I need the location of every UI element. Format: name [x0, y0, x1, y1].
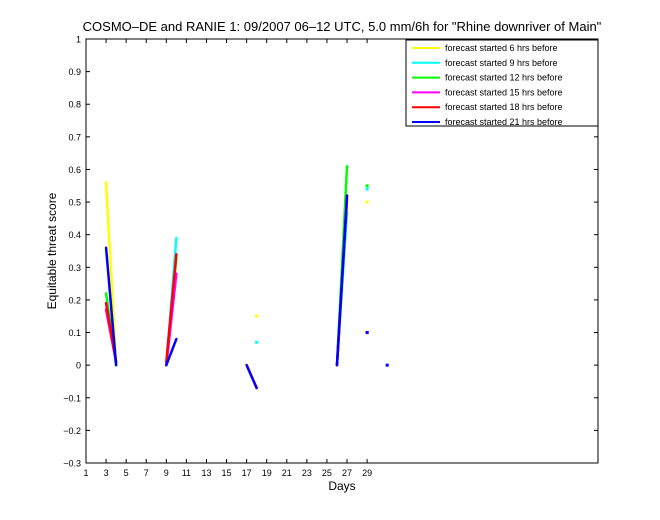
x-tick-label: 13 [201, 468, 211, 478]
y-tick-label: 0 [76, 361, 81, 371]
series-point [365, 184, 369, 188]
x-tick-label: 15 [222, 468, 232, 478]
series-point [255, 340, 259, 344]
series-point [365, 187, 369, 191]
y-tick-label: 0.3 [68, 263, 81, 273]
x-tick-label: 1 [83, 468, 88, 478]
x-axis-label: Days [328, 479, 355, 493]
plot-data [104, 164, 389, 390]
y-tick-label: −0.1 [63, 393, 81, 403]
legend-box [405, 39, 599, 127]
legend-item: forecast started 18 hrs before [412, 102, 563, 112]
legend-label: forecast started 15 hrs before [445, 87, 563, 97]
series-point [365, 200, 369, 204]
x-tick-label: 27 [342, 468, 352, 478]
series-segment [245, 363, 258, 390]
y-axis: −0.3 −0.2 −0.1 0 0.1 0.2 0.3 0.4 0.5 0.6 0.7 0.8 0.9… [63, 35, 598, 469]
y-axis-label: Equitable threat score [45, 192, 59, 309]
x-tick-label: 3 [104, 468, 109, 478]
y-tick-label: 0.4 [68, 230, 81, 240]
y-tick-label: 0.1 [68, 328, 81, 338]
chart-title: COSMO–DE and RANIE 1: 09/2007 06–12 UTC,… [83, 19, 602, 34]
y-tick-label: −0.3 [63, 459, 81, 469]
y-tick-label: 0.8 [68, 100, 81, 110]
legend-label: forecast started 18 hrs before [445, 102, 563, 112]
series-segment [165, 253, 178, 364]
y-tick-label: 0.9 [68, 67, 81, 77]
x-tick-label: 11 [182, 468, 191, 478]
x-axis: 1 3 5 7 9 11 13 15 17 19 21 23 25 27 29 [83, 39, 372, 478]
legend-item: forecast started 9 hrs before [412, 58, 558, 68]
legend-item: forecast started 12 hrs before [412, 73, 563, 83]
x-tick-label: 17 [242, 468, 252, 478]
y-tick-label: 0.6 [68, 165, 81, 175]
y-tick-label: −0.2 [63, 426, 81, 436]
legend-item: forecast started 21 hrs before [412, 117, 563, 127]
series-segment [335, 194, 349, 367]
legend-item: forecast started 6 hrs before [412, 43, 558, 53]
legend-label: forecast started 6 hrs before [445, 43, 558, 53]
series-segment [165, 337, 178, 367]
x-tick-label: 29 [362, 468, 372, 478]
x-tick-label: 9 [164, 468, 169, 478]
legend-label: forecast started 9 hrs before [445, 58, 558, 68]
legend-label: forecast started 21 hrs before [445, 117, 563, 127]
legend-label: forecast started 12 hrs before [445, 73, 563, 83]
x-tick-label: 21 [282, 468, 292, 478]
y-tick-label: 1 [76, 35, 81, 45]
x-tick-label: 5 [124, 468, 129, 478]
series-point [365, 331, 369, 335]
x-tick-label: 23 [302, 468, 312, 478]
y-tick-label: 0.5 [68, 198, 81, 208]
x-tick-label: 19 [262, 468, 272, 478]
y-tick-label: 0.2 [68, 295, 81, 305]
series-6 [104, 194, 389, 390]
x-tick-label: 7 [144, 468, 149, 478]
y-tick-label: 0.7 [68, 132, 81, 142]
legend: forecast started 6 hrs before forecast st… [405, 39, 599, 127]
legend-item: forecast started 15 hrs before [412, 87, 563, 97]
x-tick-label: 25 [322, 468, 332, 478]
series-point [255, 314, 259, 318]
series-point [385, 363, 389, 367]
series-segment [104, 246, 118, 367]
